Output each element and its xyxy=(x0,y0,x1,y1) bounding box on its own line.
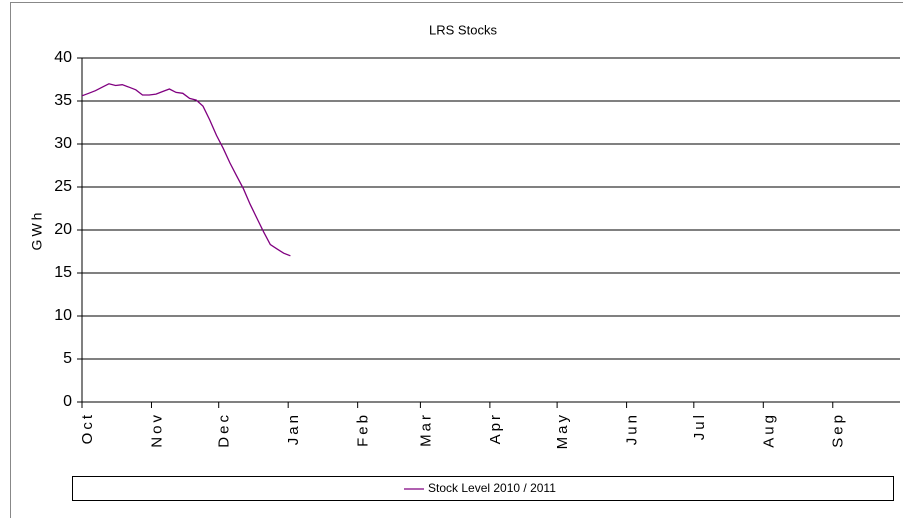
legend xyxy=(72,476,894,501)
x-tick-label: Mar xyxy=(417,412,434,447)
x-tick-label: Feb xyxy=(355,412,372,447)
x-tick-label: Jun xyxy=(624,412,641,445)
x-tick-label: Apr xyxy=(487,412,504,444)
x-tick-label: Sep xyxy=(830,412,847,448)
chart-title: LRS Stocks xyxy=(429,22,497,37)
y-tick-label: 10 xyxy=(54,307,72,324)
data-line xyxy=(81,83,291,257)
y-axis-label: GWh xyxy=(29,210,45,251)
x-tick-label: Nov xyxy=(148,412,165,448)
y-tick-label: 35 xyxy=(54,92,72,109)
x-tick-label: Oct xyxy=(79,412,96,444)
x-tick-label: Dec xyxy=(216,412,233,448)
y-tick-label: 25 xyxy=(54,178,72,195)
y-tick-label: 0 xyxy=(63,393,72,410)
y-tick-label: 30 xyxy=(54,135,72,152)
y-tick-label: 15 xyxy=(54,264,72,281)
x-tick-label: Jan xyxy=(285,412,302,445)
legend-label: Stock Level 2010 / 2011 xyxy=(428,481,556,495)
x-tick-label: Aug xyxy=(760,412,777,448)
chart-frame xyxy=(10,2,903,518)
y-tick-label: 20 xyxy=(54,221,72,238)
x-tick-label: Jul xyxy=(691,412,708,440)
y-tick-label: 40 xyxy=(54,49,72,66)
y-tick-label: 5 xyxy=(63,350,72,367)
x-tick-label: May xyxy=(554,412,571,449)
